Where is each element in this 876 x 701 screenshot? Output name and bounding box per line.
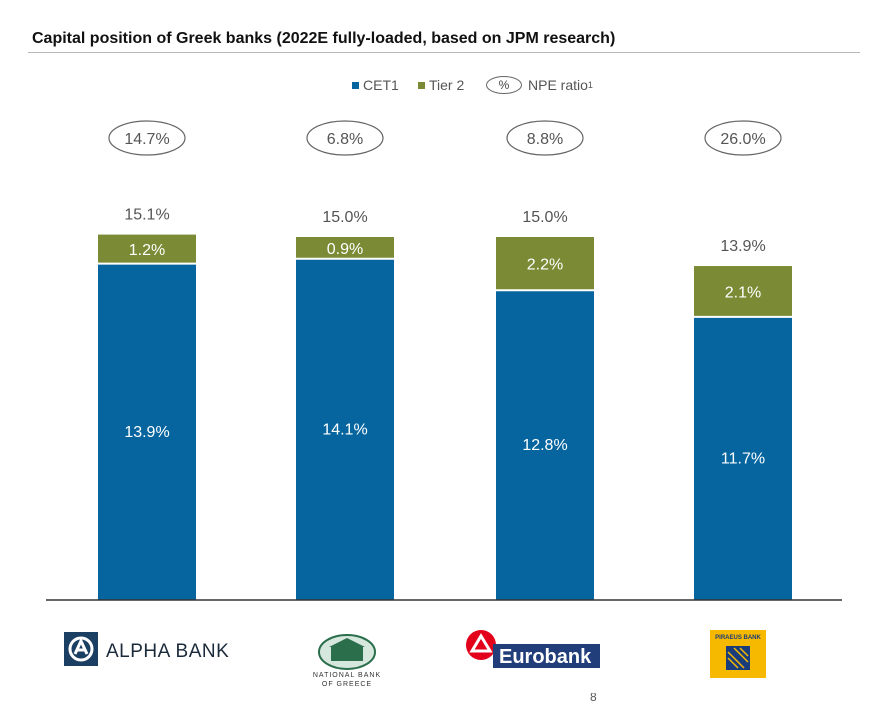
legend-npe-footnote: 1 [587,80,593,90]
eurobank-triangle-icon [469,633,493,653]
alpha-logo-letter-icon [73,637,89,655]
stacked-bar-chart: 13.9% 1.2% 15.1% 14.7% 14.1% 0.9% 15.0% 6.8% 12.… [46,120,842,601]
data-label-total: 15.0% [522,209,567,226]
bar-tier2 [496,237,594,291]
npe-ratio-label: 8.8% [527,131,563,148]
npe-ratio-oval [506,120,584,156]
national-bank-logo: NATIONAL BANK OF GREECE [300,630,395,688]
piraeus-bank-logo: PIRAEUS BANK [710,630,766,678]
legend-tier2-swatch [418,81,425,89]
alpha-bank-logo-graphic: ALPHA BANK [64,632,229,666]
piraeus-stripes-icon [727,647,749,669]
eurobank-logo: Eurobank [463,628,603,672]
data-label-total: 15.1% [124,207,169,224]
legend-tier2: Tier 2 [418,74,464,96]
bar-tier2 [98,234,196,264]
nbg-building-icon [331,647,363,661]
chart-title: Capital position of Greek banks (2022E f… [32,30,616,47]
alpha-logo-text: ALPHA BANK [106,641,229,662]
legend-npe-oval: % [486,76,522,94]
title-divider [28,52,860,53]
data-label-cet1: 12.8% [522,437,567,454]
npe-ratio-oval [108,120,186,156]
bar-cet1 [496,290,594,600]
npe-ratio-label: 14.7% [124,131,169,148]
piraeus-text: PIRAEUS BANK [715,635,761,641]
legend-npe: % NPE ratio 1 [486,74,593,96]
legend-tier2-label: Tier 2 [429,77,465,93]
legend-cet1-label: CET1 [363,77,399,93]
eurobank-logo-graphic: Eurobank [466,630,600,668]
piraeus-bank-logo-graphic: PIRAEUS BANK [710,630,766,678]
page-number: 8 [590,693,597,701]
legend-cet1: CET1 [352,74,399,96]
data-label-tier2: 1.2% [129,242,165,259]
bar-tier2 [694,266,792,317]
data-label-cet1: 11.7% [721,450,765,467]
eurobank-text: Eurobank [499,646,592,668]
bar-cet1 [296,258,394,600]
data-label-total: 13.9% [720,238,765,255]
nbg-roof-icon [329,638,365,647]
alpha-bank-logo: ALPHA BANK [64,630,244,670]
bar-tier2 [296,237,394,259]
legend-npe-label: NPE ratio [528,77,588,93]
data-label-tier2: 0.9% [327,241,363,258]
eurobank-text-box [493,644,600,668]
data-label-total: 15.0% [322,209,367,226]
nbg-text-line2: OF GREECE [322,681,372,688]
bar-cet1 [98,263,196,600]
bar-cet1 [694,316,792,600]
national-bank-logo-graphic: NATIONAL BANK OF GREECE [313,634,381,688]
npe-ratio-oval [306,120,384,156]
data-label-tier2: 2.2% [527,257,563,274]
npe-ratio-oval [704,120,782,156]
npe-ratio-label: 6.8% [327,131,363,148]
chart-legend: CET1 Tier 2 % NPE ratio 1 [0,74,876,98]
legend-cet1-swatch [352,81,359,89]
piraeus-emblem-icon [726,646,750,670]
data-label-cet1: 14.1% [322,421,367,438]
data-label-tier2: 2.1% [725,284,761,301]
nbg-text-line1: NATIONAL BANK [313,672,381,679]
npe-ratio-label: 26.0% [720,131,765,148]
data-label-cet1: 13.9% [124,424,169,441]
